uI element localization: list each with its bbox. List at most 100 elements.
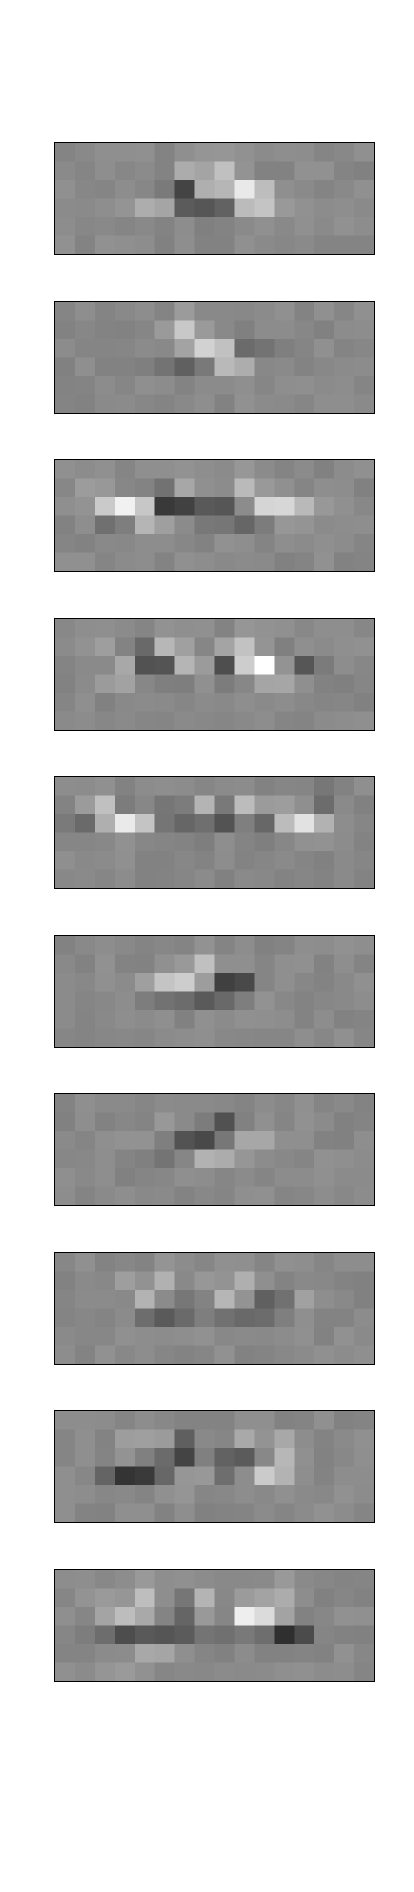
pixel-cell bbox=[94, 954, 116, 973]
pixel-cell bbox=[354, 1588, 374, 1607]
pixel-cell bbox=[294, 1271, 315, 1290]
pixel-cell bbox=[314, 692, 335, 712]
pixel-cell bbox=[234, 1429, 255, 1449]
pixel-cell bbox=[274, 198, 295, 218]
pixel-cell bbox=[134, 1588, 156, 1607]
pixel-cell bbox=[254, 1466, 275, 1486]
pixel-cell bbox=[234, 301, 255, 321]
pixel-cell bbox=[294, 497, 315, 516]
pixel-cell bbox=[134, 143, 156, 162]
pixel-cell bbox=[74, 1588, 96, 1607]
pixel-cell bbox=[154, 478, 176, 498]
pixel-cell bbox=[134, 692, 156, 712]
pixel-cell bbox=[314, 1289, 335, 1309]
pixel-cell bbox=[55, 1503, 76, 1522]
pixel-cell bbox=[294, 198, 315, 218]
pixel-cell bbox=[74, 869, 96, 888]
pixel-cell bbox=[314, 143, 335, 162]
pixel-cell bbox=[294, 143, 315, 162]
pixel-cell bbox=[234, 1503, 255, 1522]
pixel-cell bbox=[94, 1569, 116, 1589]
pixel-cell bbox=[94, 1448, 116, 1467]
pixel-cell bbox=[94, 217, 116, 236]
pixel-cell bbox=[194, 460, 215, 479]
pixel-cell bbox=[274, 1606, 295, 1626]
pixel-cell bbox=[194, 692, 215, 712]
pixel-cell bbox=[294, 1569, 315, 1589]
pixel-cell bbox=[354, 1009, 374, 1029]
pixel-cell bbox=[314, 320, 335, 339]
pixel-cell bbox=[334, 1252, 355, 1272]
pixel-cell bbox=[174, 1326, 195, 1346]
pixel-cell bbox=[294, 777, 315, 796]
pixel-cell bbox=[234, 320, 255, 339]
pixel-cell bbox=[214, 1112, 235, 1132]
pixel-cell bbox=[154, 972, 176, 992]
pixel-cell bbox=[254, 1569, 275, 1589]
pixel-cell bbox=[134, 320, 156, 339]
pixel-cell bbox=[334, 637, 355, 656]
pixel-cell bbox=[294, 1485, 315, 1504]
pixel-cell bbox=[294, 637, 315, 656]
pixel-cell bbox=[314, 1485, 335, 1504]
pixel-cell bbox=[254, 478, 275, 498]
pixel-cell bbox=[314, 161, 335, 181]
pixel-cell bbox=[114, 320, 136, 339]
pixel-cell bbox=[274, 1625, 295, 1644]
pixel-cell bbox=[214, 1326, 235, 1346]
pixel-cell bbox=[55, 1485, 76, 1504]
pixel-cell bbox=[74, 1289, 96, 1309]
pixel-cell bbox=[174, 674, 195, 693]
pixel-cell bbox=[314, 851, 335, 870]
pixel-cell bbox=[254, 832, 275, 852]
pixel-cell bbox=[174, 655, 195, 675]
pixel-cell bbox=[274, 851, 295, 870]
pixel-cell bbox=[134, 534, 156, 553]
pixel-cell bbox=[314, 991, 335, 1010]
pixel-cell bbox=[134, 1345, 156, 1364]
pixel-cell bbox=[334, 991, 355, 1010]
pixel-cell bbox=[214, 515, 235, 535]
pixel-cell bbox=[214, 235, 235, 254]
pixel-cell bbox=[94, 1429, 116, 1449]
pixel-cell bbox=[194, 180, 215, 199]
pixel-cell bbox=[294, 1326, 315, 1346]
pixel-cell bbox=[334, 1112, 355, 1132]
pixel-cell bbox=[94, 1271, 116, 1290]
pixel-cell bbox=[294, 1448, 315, 1467]
pixel-cell bbox=[294, 618, 315, 638]
pixel-cell bbox=[314, 972, 335, 992]
pixel-cell bbox=[354, 1326, 374, 1346]
pixel-cell bbox=[114, 795, 136, 815]
pixel-cell bbox=[94, 674, 116, 693]
pixel-cell bbox=[174, 1429, 195, 1449]
pixel-cell bbox=[55, 1345, 76, 1364]
pixel-cell bbox=[134, 301, 156, 321]
pixel-cell bbox=[354, 1168, 374, 1187]
pixel-cell bbox=[334, 161, 355, 181]
pixel-cell bbox=[94, 1662, 116, 1681]
pixel-cell bbox=[334, 235, 355, 254]
pixel-cell bbox=[214, 1149, 235, 1169]
pixel-cell bbox=[134, 869, 156, 888]
pixel-cell bbox=[55, 394, 76, 413]
pixel-cell bbox=[214, 814, 235, 833]
pixel-cell bbox=[114, 1588, 136, 1607]
pixel-cell bbox=[94, 692, 116, 712]
pixel-cell bbox=[174, 161, 195, 181]
pixel-cell bbox=[214, 777, 235, 796]
pixel-cell bbox=[334, 1569, 355, 1589]
pixel-cell bbox=[74, 338, 96, 358]
filter-3-image bbox=[55, 460, 374, 571]
pixel-cell bbox=[74, 375, 96, 395]
pixel-cell bbox=[55, 1168, 76, 1187]
pixel-cell bbox=[354, 851, 374, 870]
pixel-cell bbox=[294, 338, 315, 358]
pixel-cell bbox=[114, 851, 136, 870]
pixel-cell bbox=[194, 1252, 215, 1272]
pixel-cell bbox=[174, 143, 195, 162]
pixel-cell bbox=[314, 795, 335, 815]
pixel-cell bbox=[174, 1308, 195, 1327]
pixel-cell bbox=[194, 711, 215, 730]
pixel-cell bbox=[74, 1186, 96, 1205]
